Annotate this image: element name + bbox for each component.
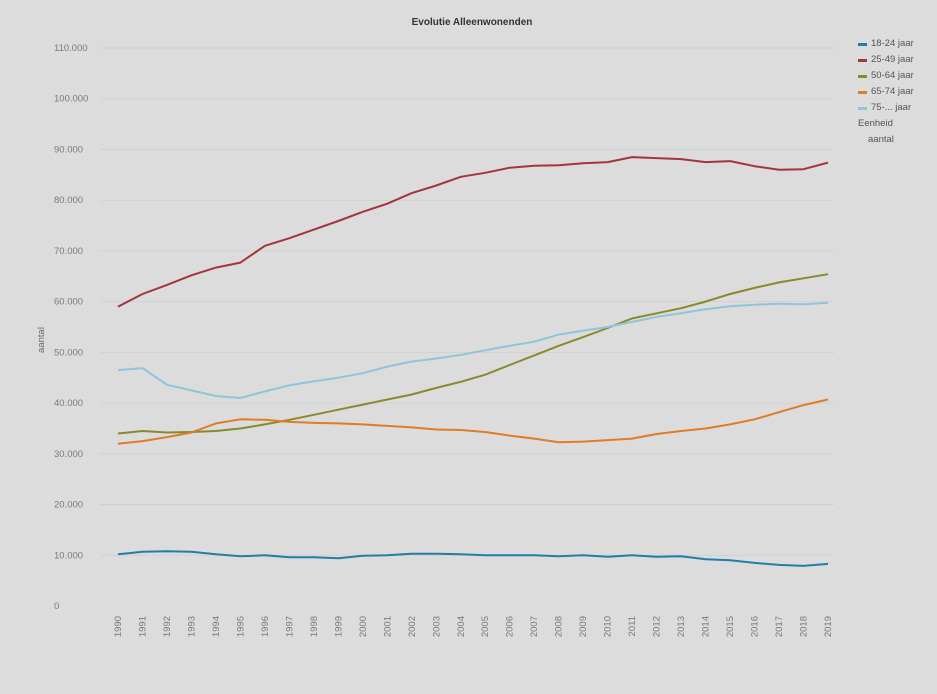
y-tick-label: 10.000 [54,550,83,561]
legend-swatch [858,106,867,110]
x-tick-label: 2001 [382,616,393,637]
x-tick-label: 1991 [137,616,148,637]
x-tick-label: 2002 [407,616,418,637]
y-tick-label: 110.000 [54,43,88,54]
x-tick-label: 2017 [774,616,785,637]
series-line [117,273,829,435]
x-tick-label: 2007 [529,616,540,637]
x-tick-label: 2006 [505,616,516,637]
gridlines [100,47,834,556]
y-tick-label: 60.000 [54,297,83,308]
series-lines [117,156,829,567]
legend-swatch [858,42,867,46]
series-line [117,156,829,308]
legend-item[interactable]: 75-... jaar [858,100,914,116]
legend-swatch [858,74,867,78]
legend-label: 65-74 jaar [871,86,914,97]
series-line [117,301,829,399]
x-axis-ticks: 1990 1991 1992 1993 1994 1995 1996 1997 1998 1999… [113,616,834,637]
legend-item[interactable]: 50-64 jaar [858,68,914,84]
x-tick-label: 1995 [235,616,246,637]
y-tick-label: 30.000 [54,449,83,460]
x-tick-label: 1992 [162,616,173,637]
legend-label: 18-24 jaar [871,38,914,49]
x-tick-label: 2012 [652,616,663,637]
x-tick-label: 1994 [211,616,222,637]
y-tick-label: 70.000 [54,246,83,257]
x-tick-label: 1998 [309,616,320,637]
x-tick-label: 2004 [456,616,467,637]
chart-title: Evolutie Alleenwonenden [412,17,533,28]
x-tick-label: 2010 [603,616,614,637]
x-tick-label: 1993 [186,616,197,637]
y-axis-label: aantal [36,327,47,353]
legend-unit-value: aantal [868,134,894,145]
x-tick-label: 1996 [260,616,271,637]
legend-item[interactable]: 25-49 jaar [858,52,914,68]
y-tick-label: 100.000 [54,94,88,105]
x-tick-label: 2000 [358,616,369,637]
x-tick-label: 2009 [578,616,589,637]
y-tick-label: 20.000 [54,500,83,511]
y-tick-label: 80.000 [54,195,83,206]
y-tick-label: 90.000 [54,144,83,155]
x-tick-label: 2018 [799,616,810,637]
legend-item[interactable]: 18-24 jaar [858,36,914,52]
y-tick-label: 40.000 [54,398,83,409]
x-tick-label: 1990 [113,616,124,637]
legend-label: 75-... jaar [871,102,912,113]
x-tick-label: 2011 [627,616,638,636]
legend-swatch [858,90,867,94]
legend: 18-24 jaar 25-49 jaar 50-64 jaar 65-74 jaar… [858,36,914,148]
x-tick-label: 1999 [333,616,344,637]
x-tick-label: 2008 [554,616,565,637]
series-line [117,398,829,445]
y-tick-label: 50.000 [54,347,83,358]
x-tick-label: 2014 [701,616,712,637]
legend-item[interactable]: 65-74 jaar [858,84,914,100]
x-tick-label: 2005 [480,616,491,637]
x-tick-label: 2003 [431,616,442,637]
legend-unit-label: Eenheid [858,118,893,129]
x-tick-label: 2013 [676,616,687,637]
x-tick-label: 2015 [725,616,736,637]
legend-label: 50-64 jaar [871,70,914,81]
y-axis-ticks: 0 10.000 20.000 30.000 40.000 50.000 60.000 70.… [54,43,88,612]
legend-swatch [858,58,867,62]
x-tick-label: 2016 [750,616,761,637]
series-line [117,550,829,567]
legend-label: 25-49 jaar [871,54,914,65]
x-tick-label: 1997 [284,616,295,637]
x-tick-label: 2019 [823,616,834,637]
y-tick-label: 0 [54,601,59,612]
